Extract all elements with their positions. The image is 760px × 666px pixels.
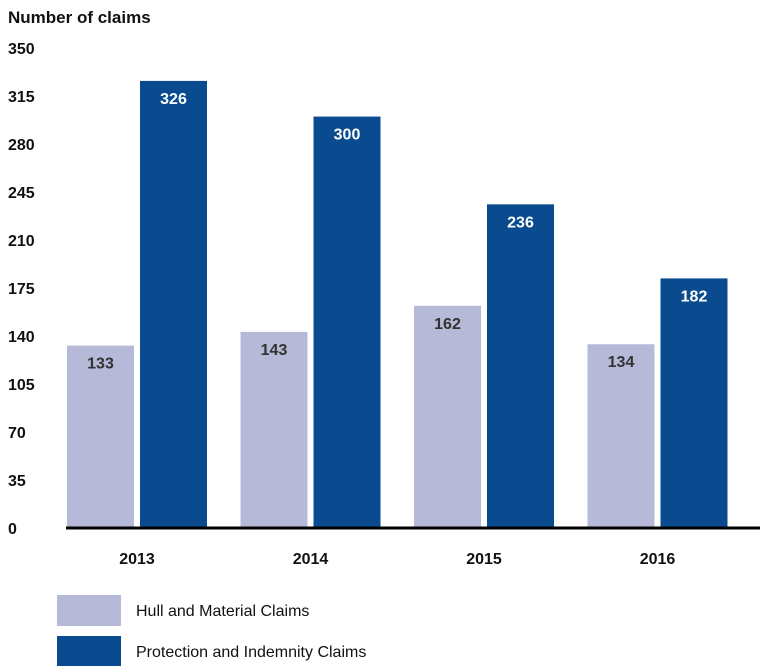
y-tick-label: 0: [8, 521, 17, 538]
x-tick-label: 2014: [293, 551, 329, 568]
legend-label: Hull and Material Claims: [136, 603, 309, 620]
data-label: 134: [608, 354, 635, 371]
data-label: 143: [261, 342, 288, 359]
x-axis-ticks: 2013 2014 2015 2016: [119, 551, 675, 568]
y-tick-label: 315: [8, 89, 35, 106]
bar: [487, 204, 554, 529]
data-label: 162: [434, 316, 461, 333]
y-axis-ticks: 0 35 70 105 140 175 210 245 280 315 350: [8, 41, 35, 538]
y-tick-label: 210: [8, 233, 35, 250]
y-tick-label: 140: [8, 329, 35, 346]
data-label: 236: [507, 214, 534, 231]
bar: [414, 305, 481, 528]
data-label: 133: [87, 356, 114, 373]
legend-swatch: [57, 595, 121, 626]
y-tick-label: 35: [8, 473, 26, 490]
legend-label: Protection and Indemnity Claims: [136, 644, 366, 661]
y-tick-label: 105: [8, 377, 35, 394]
bars: 133 326 143 300 162 236 134 182: [67, 80, 728, 529]
x-tick-label: 2015: [466, 551, 502, 568]
y-tick-label: 245: [8, 185, 35, 202]
bar: [67, 345, 134, 528]
bar: [660, 278, 728, 528]
data-label: 182: [681, 288, 708, 305]
legend-swatch: [57, 636, 121, 666]
y-tick-label: 350: [8, 41, 35, 58]
y-axis-title: Number of claims: [8, 8, 151, 27]
data-label: 326: [160, 91, 187, 108]
bar: [240, 331, 308, 528]
legend: Hull and Material Claims Protection and I…: [57, 595, 366, 666]
bar: [140, 80, 207, 529]
x-tick-label: 2016: [640, 551, 676, 568]
bar: [313, 116, 381, 529]
data-label: 300: [334, 127, 361, 144]
x-tick-label: 2013: [119, 551, 155, 568]
y-tick-label: 280: [8, 137, 35, 154]
bar: [587, 344, 655, 528]
y-tick-label: 70: [8, 425, 26, 442]
y-tick-label: 175: [8, 281, 35, 298]
